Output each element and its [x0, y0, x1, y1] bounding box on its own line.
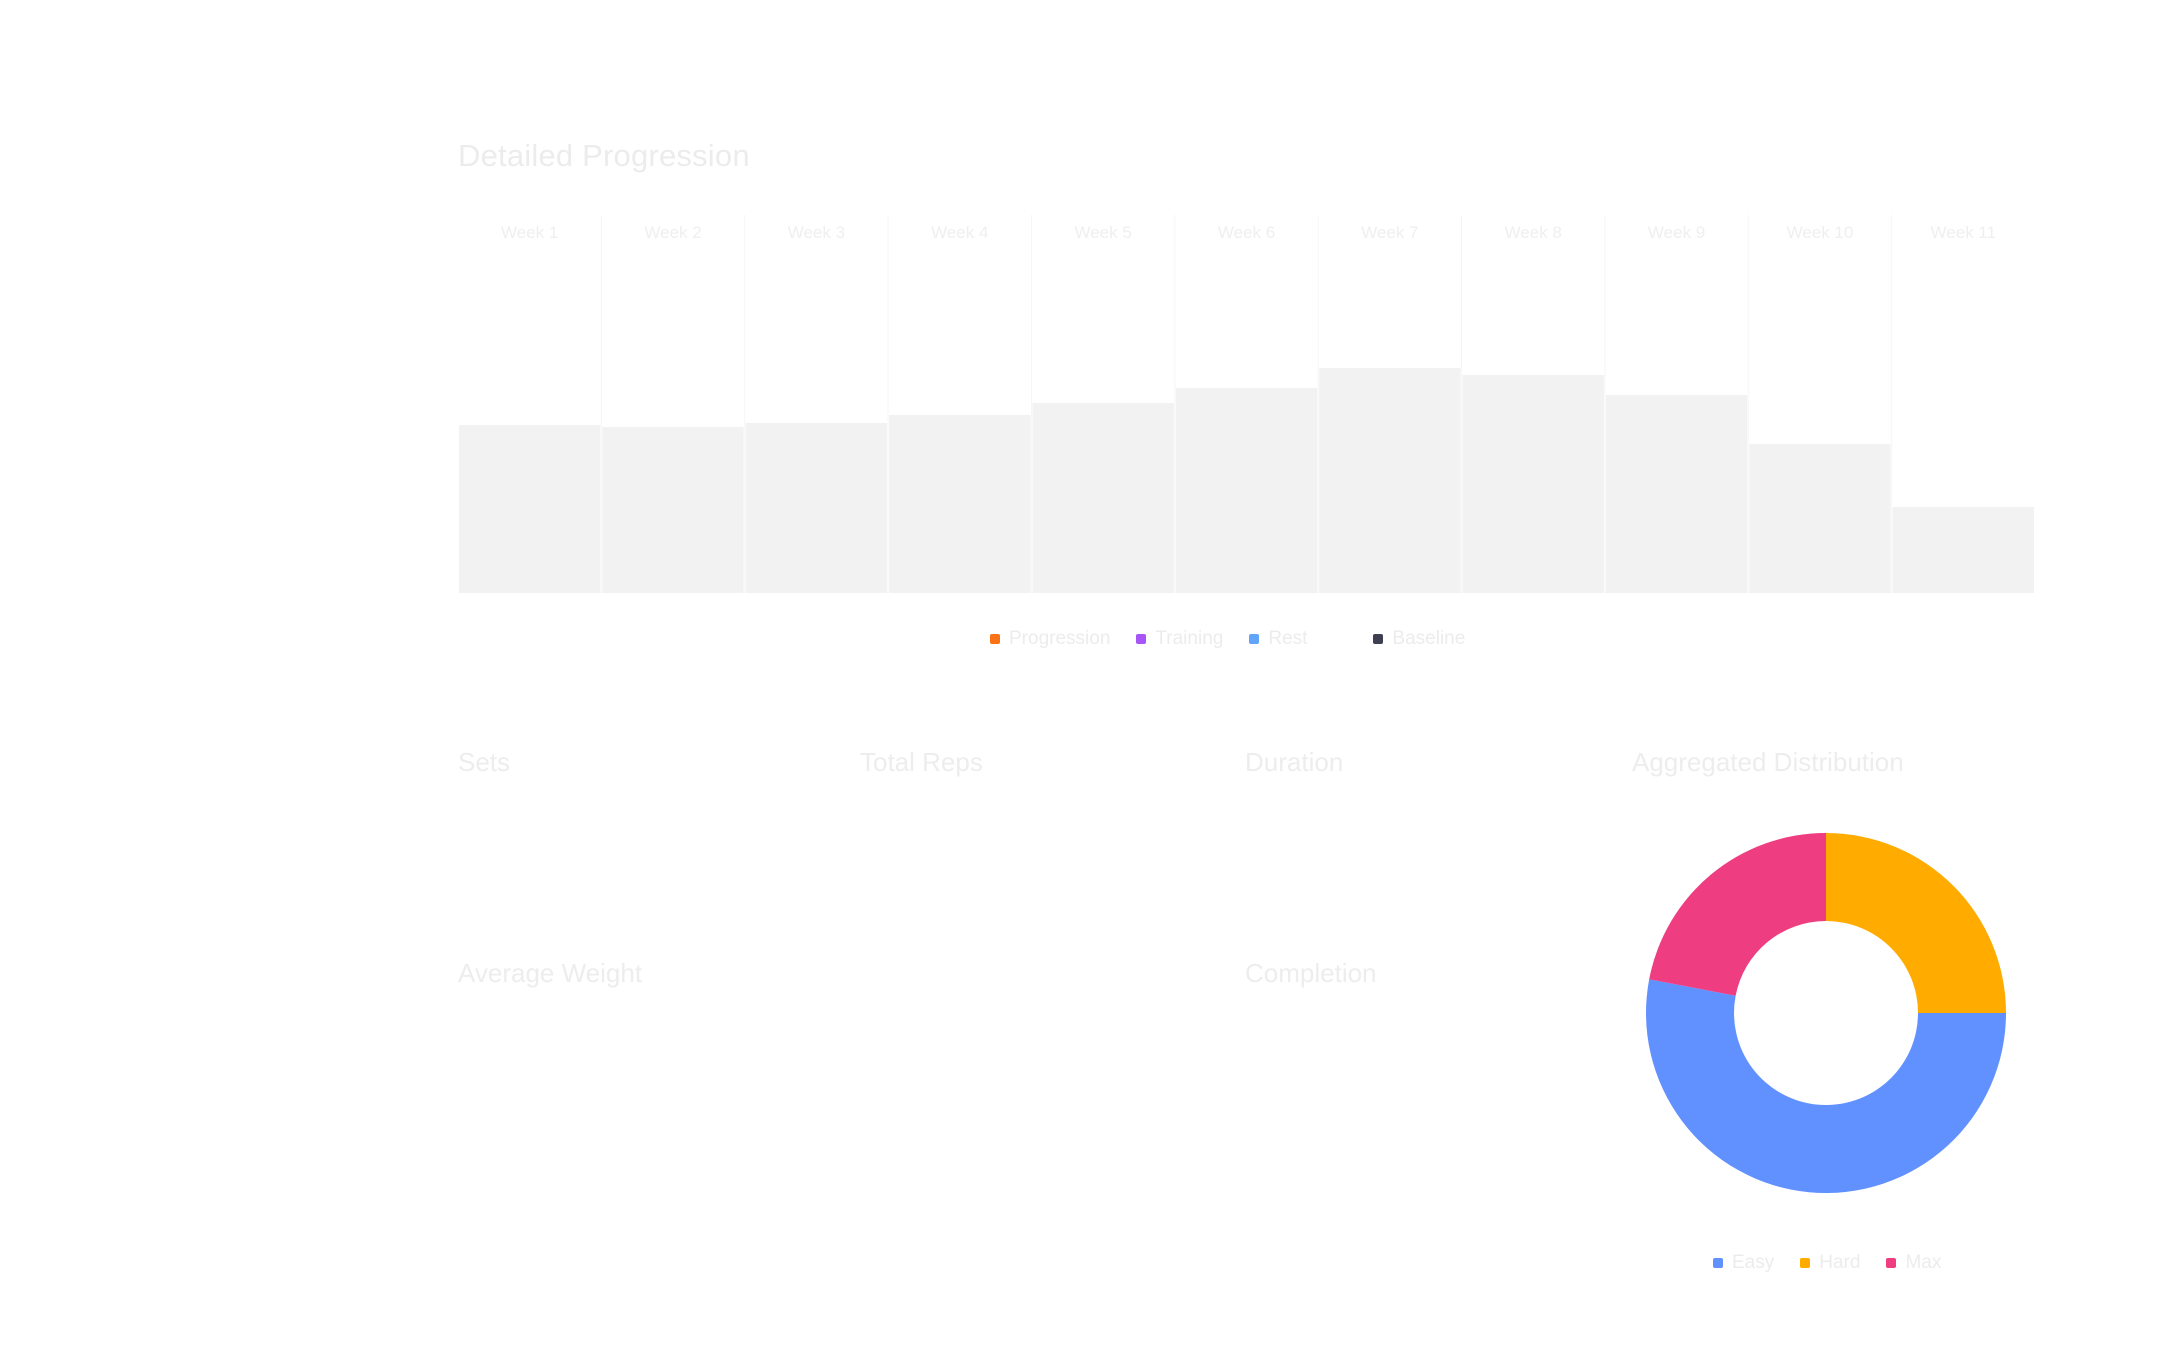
bar-baseline[interactable]	[1892, 507, 2034, 593]
bar-baseline[interactable]	[1032, 403, 1174, 593]
legend-swatch-baseline	[1373, 634, 1384, 644]
bar-category-label: Week 1	[501, 223, 558, 242]
bar-baseline[interactable]	[889, 415, 1031, 593]
progression-bar-chart: Week 1 Week 2 Week 3 Week 4 Week 5 Week 6 Week…	[459, 215, 2034, 593]
legend-item-training[interactable]: Training	[1136, 628, 1223, 650]
donut-slice-hard[interactable]	[1826, 833, 2006, 1013]
legend-item-rest[interactable]: Rest	[1249, 628, 1307, 650]
stat-aggregated-label: Aggregated Distribution	[1632, 747, 1904, 777]
donut-slice-easy[interactable]	[1646, 979, 2006, 1194]
legend-label-hard: Hard	[1819, 1252, 1861, 1273]
legend-swatch-rest	[1249, 634, 1260, 644]
legend-swatch-training	[1136, 634, 1147, 644]
donut-chart-legend: Easy Hard Max	[1713, 1252, 1967, 1274]
legend-label-easy: Easy	[1732, 1252, 1775, 1273]
bar-baseline[interactable]	[1605, 395, 1748, 593]
stat-total-reps-label: Total Reps	[860, 747, 983, 777]
stat-duration-label: Duration	[1245, 747, 1344, 777]
bar-baseline[interactable]	[459, 425, 601, 593]
bar-category-label: Week 10	[1787, 223, 1854, 242]
donut-slice-max[interactable]	[1649, 833, 1826, 996]
legend-item-hard[interactable]: Hard	[1800, 1252, 1860, 1274]
bar-category-label: Week 7	[1361, 223, 1418, 242]
bar-baseline[interactable]	[1319, 368, 1461, 593]
legend-label-rest: Rest	[1268, 628, 1308, 649]
stat-avg-weight-label: Average Weight	[458, 958, 643, 988]
bar-baseline[interactable]	[745, 423, 888, 593]
legend-label-max: Max	[1905, 1252, 1942, 1273]
bar-baseline[interactable]	[1175, 388, 1318, 593]
legend-item-progression[interactable]: Progression	[990, 628, 1110, 650]
bar-category-label: Week 8	[1505, 223, 1562, 242]
bar-category-label: Week 6	[1218, 223, 1275, 242]
legend-swatch-hard	[1800, 1258, 1811, 1268]
page-title: Detailed Progression	[458, 138, 750, 173]
bar-category-label: Week 4	[931, 223, 988, 242]
bar-category-label: Week 5	[1074, 223, 1131, 242]
bar-baseline[interactable]	[1749, 444, 1891, 593]
bar-category-label: Week 2	[644, 223, 701, 242]
stat-sets-label: Sets	[458, 747, 511, 777]
legend-swatch-max	[1886, 1258, 1897, 1268]
legend-label-baseline: Baseline	[1392, 628, 1466, 649]
legend-swatch-easy	[1713, 1258, 1723, 1268]
bar-chart-legend: Progression Training Rest Baseline	[990, 628, 1491, 650]
legend-label-training: Training	[1155, 628, 1224, 649]
legend-item-baseline[interactable]: Baseline	[1373, 628, 1465, 650]
bar-baseline[interactable]	[602, 427, 744, 593]
legend-item-max[interactable]: Max	[1886, 1252, 1941, 1274]
legend-label-progression: Progression	[1009, 628, 1111, 649]
bar-baseline[interactable]	[1462, 375, 1604, 593]
legend-item-easy[interactable]: Easy	[1713, 1252, 1774, 1274]
bar-category-label: Week 11	[1931, 223, 1997, 242]
stat-completion-label: Completion	[1245, 958, 1377, 988]
legend-swatch-progression	[990, 634, 1000, 644]
bar-category-label: Week 3	[788, 223, 845, 242]
bar-category-label: Week 9	[1648, 223, 1705, 242]
